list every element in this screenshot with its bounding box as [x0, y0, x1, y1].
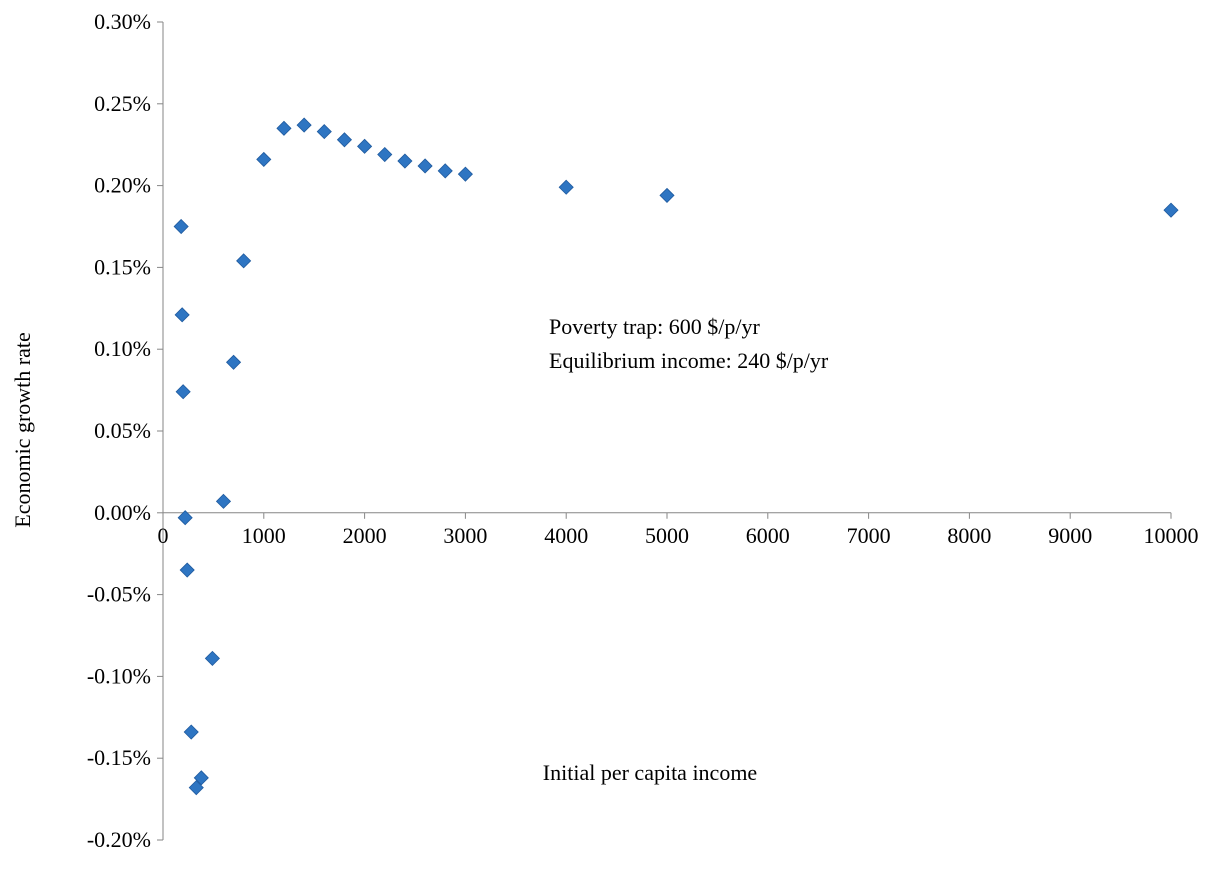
data-point-diamond — [558, 179, 574, 195]
data-points — [173, 117, 1179, 796]
data-point-diamond — [357, 138, 373, 154]
x-tick-label: 1000 — [242, 523, 286, 548]
data-point-diamond — [215, 493, 232, 509]
y-tick-label: 0.20% — [94, 173, 151, 198]
x-tick-label: 5000 — [645, 523, 689, 548]
data-point-diamond — [193, 770, 209, 786]
y-tick-label: 0.10% — [94, 336, 151, 361]
data-point-diamond — [175, 384, 191, 400]
data-point-diamond — [177, 510, 193, 526]
data-point-diamond — [183, 724, 199, 740]
data-point-diamond — [377, 146, 393, 163]
x-tick-label: 9000 — [1048, 523, 1092, 548]
data-point-diamond — [276, 120, 292, 136]
data-point-diamond — [188, 780, 204, 796]
y-axis: 0.30% 0.25% 0.20% 0.15% 0.10% 0.05% 0.00% -0.05… — [87, 9, 164, 852]
x-tick-label: 10000 — [1144, 523, 1199, 548]
x-axis: 0 1000 2000 3000 4000 5000 6000 7000 8000 9000 100… — [158, 512, 1199, 548]
x-tick-label: 0 — [158, 523, 169, 548]
x-tick-label: 7000 — [847, 523, 891, 548]
x-tick-label: 4000 — [544, 523, 588, 548]
y-axis-title: Economic growth rate — [10, 332, 35, 528]
data-point-diamond — [417, 158, 433, 174]
data-point-diamond — [659, 187, 675, 203]
data-point-diamond — [204, 650, 220, 666]
y-tick-label: 0.30% — [94, 9, 151, 34]
data-point-diamond — [256, 151, 272, 167]
data-point-diamond — [173, 218, 189, 235]
y-tick-label: 0.05% — [94, 418, 151, 443]
y-tick-label: 0.00% — [94, 500, 151, 525]
data-point-diamond — [225, 354, 242, 370]
y-tick-label: -0.20% — [87, 827, 151, 852]
x-tick-label: 8000 — [947, 523, 991, 548]
x-tick-label: 3000 — [443, 523, 487, 548]
y-tick-label: -0.15% — [87, 745, 151, 770]
data-point-diamond — [174, 307, 190, 323]
data-point-diamond — [457, 166, 473, 182]
y-tick-label: 0.15% — [94, 254, 151, 279]
y-tick-label: -0.05% — [87, 582, 151, 607]
y-tick-label: -0.10% — [87, 663, 151, 688]
data-point-diamond — [336, 132, 353, 148]
x-axis-title: Initial per capita income — [543, 760, 757, 785]
data-point-diamond — [1163, 202, 1179, 218]
x-tick-label: 6000 — [746, 523, 790, 548]
data-point-diamond — [296, 117, 312, 133]
poverty-trap-annotation: Poverty trap: 600 $/p/yr — [549, 314, 760, 339]
data-point-diamond — [316, 124, 332, 140]
data-point-diamond — [236, 253, 252, 269]
data-point-diamond — [397, 153, 413, 169]
equilibrium-income-annotation: Equilibrium income: 240 $/p/yr — [549, 348, 829, 373]
y-tick-label: 0.25% — [94, 91, 151, 116]
data-point-diamond — [437, 163, 453, 179]
x-tick-label: 2000 — [343, 523, 387, 548]
data-point-diamond — [179, 562, 195, 578]
